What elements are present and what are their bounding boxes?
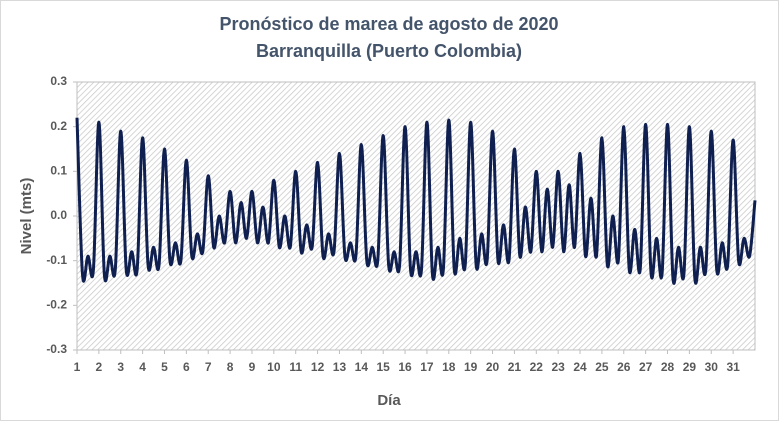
x-tick-label: 27 [639,360,653,374]
chart-title: Pronóstico de marea de agosto de 2020 [219,14,558,34]
y-tick-label: -0.1 [46,253,67,267]
x-tick-label: 20 [486,360,500,374]
x-tick-label: 18 [442,360,456,374]
x-tick-label: 24 [573,360,587,374]
x-tick-label: 10 [267,360,281,374]
y-tick-label: -0.3 [46,342,67,356]
x-tick-label: 28 [661,360,675,374]
y-tick-label: 0.1 [50,164,67,178]
x-tick-label: 7 [205,360,212,374]
x-tick-label: 16 [398,360,412,374]
chart-subtitle: Barranquilla (Puerto Colombia) [256,41,522,61]
y-tick-label: -0.2 [46,298,67,312]
x-tick-label: 22 [530,360,544,374]
x-tick-label: 6 [183,360,190,374]
x-axis-label: Día [377,392,401,409]
tide-line [75,117,757,285]
x-tick-label: 29 [683,360,697,374]
x-tick-label: 21 [508,360,522,374]
x-tick-label: 14 [355,360,369,374]
x-tick-label: 13 [333,360,347,374]
x-tick-label: 8 [227,360,234,374]
x-tick-label: 9 [249,360,256,374]
x-tick-label: 1 [74,360,81,374]
x-tick-label: 17 [420,360,434,374]
x-tick-label: 19 [464,360,478,374]
y-axis-label: Nivel (mts) [18,178,35,255]
x-tick-label: 25 [595,360,609,374]
plot-area [76,81,756,351]
x-tick-label: 2 [96,360,103,374]
y-tick-label: 0.2 [50,119,67,133]
x-tick-label: 3 [117,360,124,374]
y-tick-label: 0.0 [50,208,67,222]
x-tick-label: 4 [139,360,146,374]
x-tick-label: 11 [289,360,302,374]
x-tick-label: 15 [377,360,391,374]
x-tick-label: 30 [705,360,719,374]
y-tick-label: 0.3 [50,74,67,88]
x-tick-label: 23 [551,360,565,374]
x-tick-label: 26 [617,360,631,374]
x-tick-label: 5 [161,360,168,374]
x-tick-label: 31 [726,360,740,374]
x-tick-label: 12 [311,360,325,374]
